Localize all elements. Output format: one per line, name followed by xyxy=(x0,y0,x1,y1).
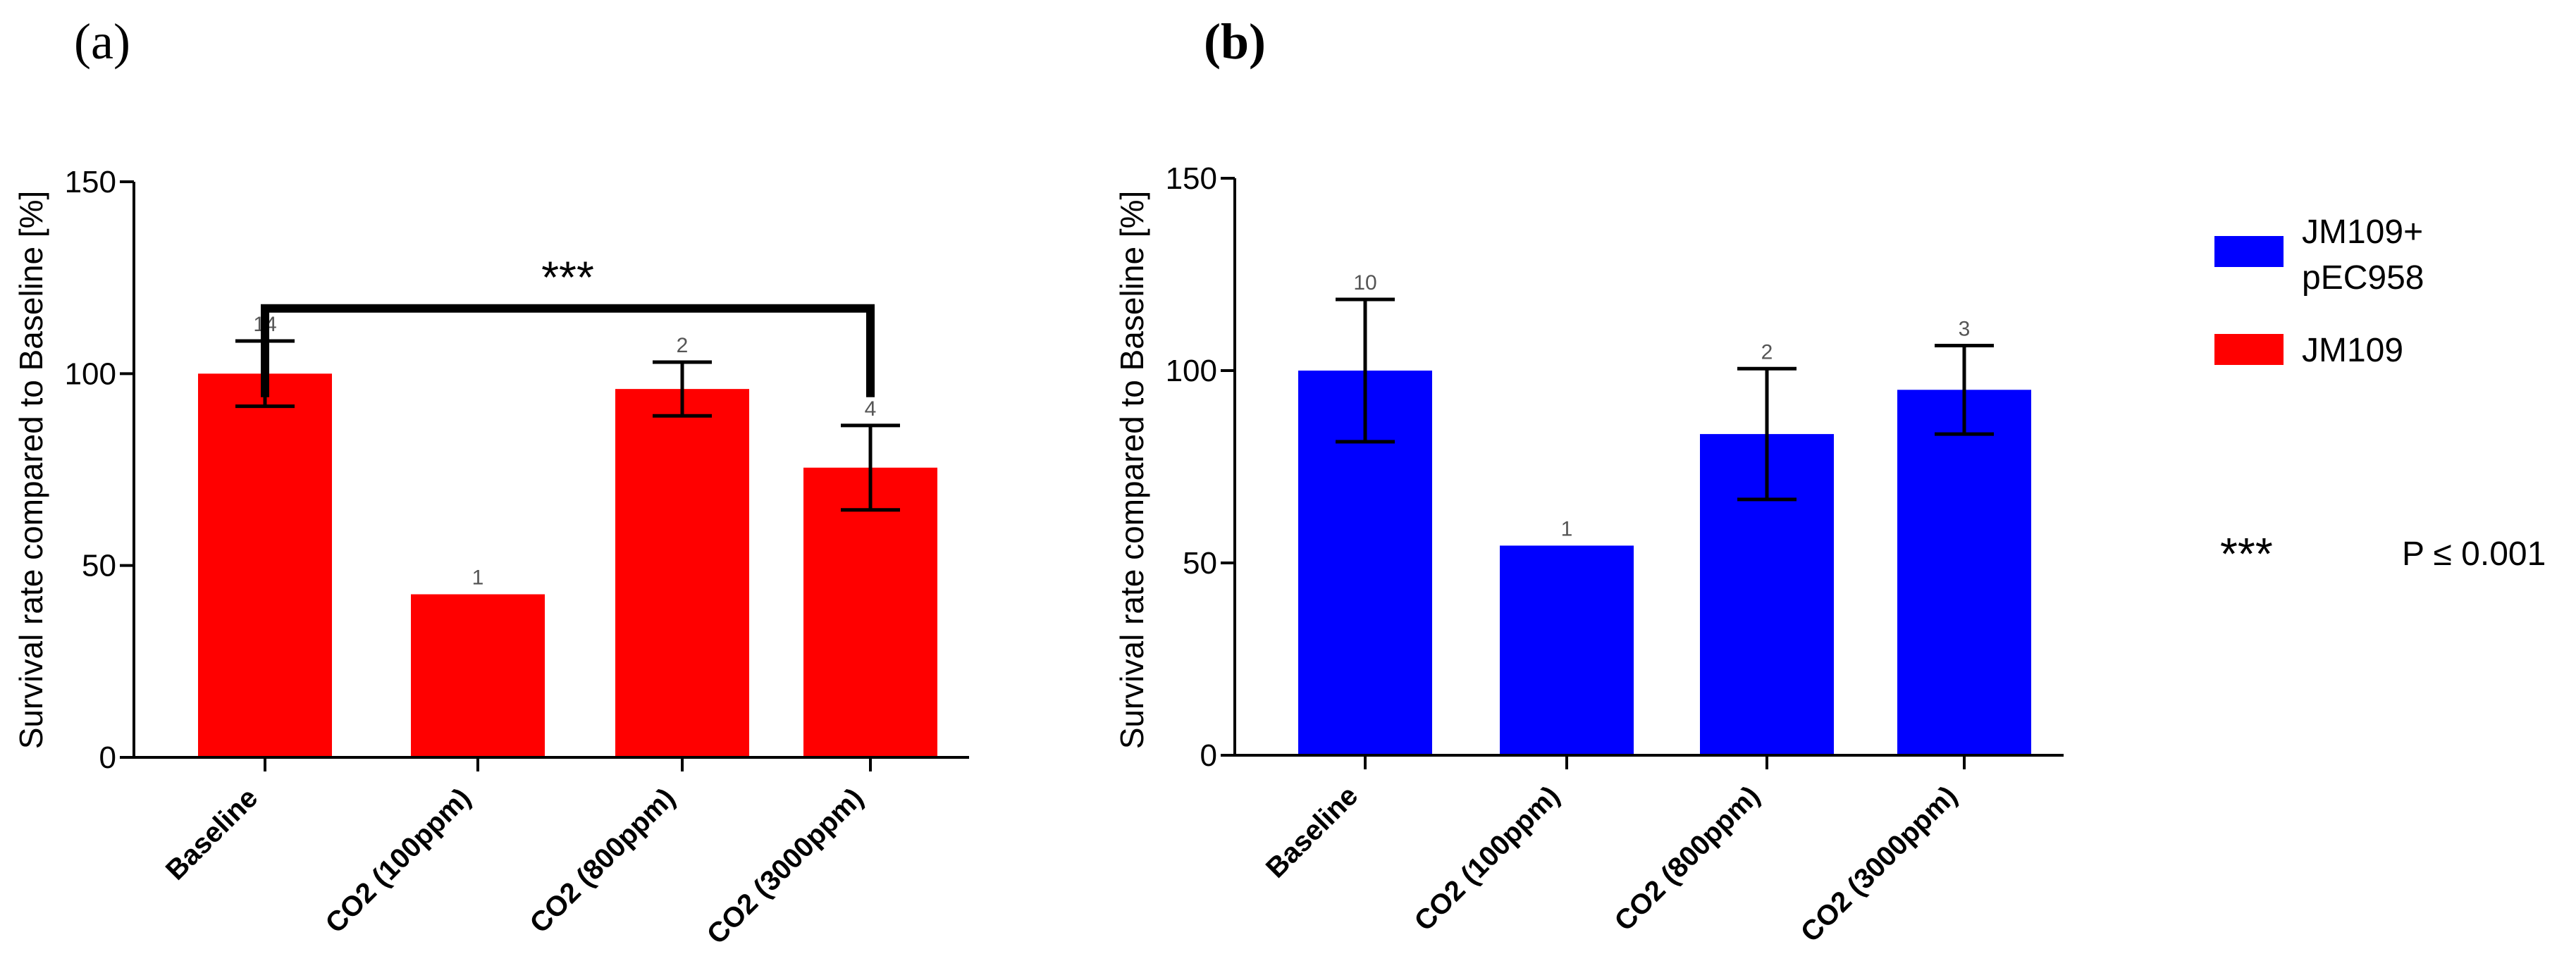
error-bar xyxy=(653,360,712,418)
panel-b: (b) Survival rate compared to Baseline [… xyxy=(1114,13,2064,948)
error-bar xyxy=(1336,297,1395,444)
ytick-label: 100 xyxy=(65,356,116,391)
error-bar xyxy=(1737,366,1797,502)
panel-a-letter: (a) xyxy=(74,13,130,70)
bar xyxy=(411,594,545,757)
ytick-label: 100 xyxy=(1166,354,1217,388)
xtick-label: CO2 (100ppm) xyxy=(1409,780,1566,937)
panel-b-letter: (b) xyxy=(1204,13,1266,70)
legend-label-jm109-pec958-line1: JM109+ xyxy=(2302,213,2423,251)
n-label: 4 xyxy=(865,397,877,421)
ytick-label: 50 xyxy=(1183,546,1217,581)
n-label: 3 xyxy=(1959,318,1971,341)
xtick-label: Baseline xyxy=(1260,780,1364,883)
error-bar xyxy=(841,423,900,512)
ytick-label: 50 xyxy=(82,549,116,583)
xtick-label: CO2 (3000ppm) xyxy=(701,782,870,950)
xtick-label: CO2 (3000ppm) xyxy=(1795,780,1964,948)
legend-significance-symbol: *** xyxy=(2220,528,2273,579)
legend-significance-text: P ≤ 0.001 xyxy=(2402,535,2546,573)
legend: JM109+ pEC958 JM109 *** P ≤ 0.001 xyxy=(2214,213,2546,579)
ytick-label: 150 xyxy=(65,165,116,199)
legend-label-jm109: JM109 xyxy=(2302,332,2403,369)
xtick-label: CO2 (800ppm) xyxy=(524,782,682,939)
bar xyxy=(803,467,937,757)
legend-swatch-jm109-pec958 xyxy=(2214,236,2284,267)
n-label: 1 xyxy=(472,566,484,590)
bar xyxy=(1897,390,2031,755)
xtick-label: CO2 (100ppm) xyxy=(320,782,477,939)
ytick-label: 0 xyxy=(99,740,116,775)
bar xyxy=(198,373,332,757)
panel-a: (a) Survival rate compared to Baseline [… xyxy=(13,13,969,950)
legend-swatch-jm109 xyxy=(2214,334,2284,365)
xtick-label: CO2 (800ppm) xyxy=(1609,780,1766,937)
n-label: 1 xyxy=(1561,517,1573,540)
ytick-label: 150 xyxy=(1166,161,1217,196)
bar xyxy=(615,389,749,757)
xtick-label: Baseline xyxy=(160,782,264,886)
n-label: 2 xyxy=(1761,340,1773,364)
ytick-label: 0 xyxy=(1200,738,1217,773)
panel-b-ylabel: Survival rate compared to Baseline [%] xyxy=(1114,191,1150,750)
error-bar xyxy=(1935,344,1994,436)
panel-a-ylabel: Survival rate compared to Baseline [%] xyxy=(13,191,49,750)
significance-bracket: *** xyxy=(261,252,875,397)
bar xyxy=(1500,545,1634,755)
significance-label: *** xyxy=(541,252,594,303)
n-label: 10 xyxy=(1353,271,1376,294)
legend-label-jm109-pec958-line2: pEC958 xyxy=(2302,259,2424,297)
n-label: 2 xyxy=(677,334,689,357)
